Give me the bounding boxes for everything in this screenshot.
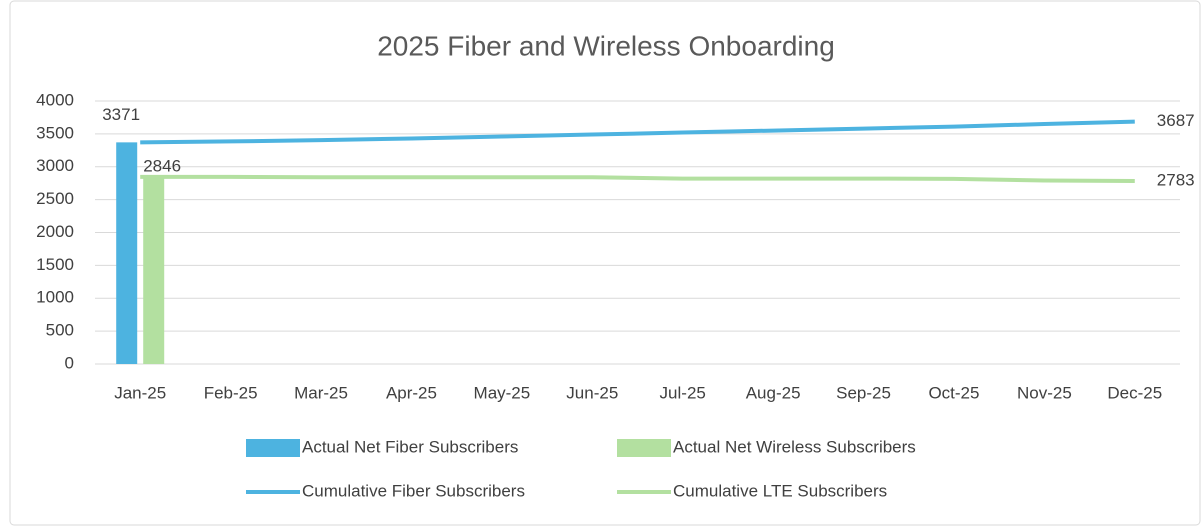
x-tick-label: Mar-25 — [294, 383, 348, 402]
data-label: 2846 — [143, 156, 181, 175]
legend-swatch — [246, 439, 300, 457]
legend-label: Actual Net Fiber Subscribers — [302, 437, 518, 456]
x-tick-label: Oct-25 — [928, 383, 979, 402]
legend-label: Actual Net Wireless Subscribers — [673, 437, 916, 456]
y-tick-label: 3000 — [36, 156, 74, 175]
data-label: 3371 — [102, 105, 140, 124]
x-tick-label: Aug-25 — [746, 383, 801, 402]
y-tick-label: 4000 — [36, 90, 74, 109]
line — [140, 174, 1135, 184]
legend-label: Cumulative Fiber Subscribers — [302, 481, 525, 500]
x-tick-label: Jul-25 — [660, 383, 706, 402]
x-tick-label: Jan-25 — [114, 383, 166, 402]
x-tick-label: Nov-25 — [1017, 383, 1072, 402]
line — [140, 119, 1135, 145]
legend-swatch — [617, 439, 671, 457]
y-tick-label: 3500 — [36, 123, 74, 142]
y-tick-label: 1000 — [36, 288, 74, 307]
bar — [143, 176, 165, 364]
x-tick-label: May-25 — [474, 383, 531, 402]
data-label: 3687 — [1157, 111, 1195, 130]
x-tick-label: Sep-25 — [836, 383, 891, 402]
bar — [116, 142, 138, 364]
x-tick-label: Feb-25 — [204, 383, 258, 402]
x-tick-label: Jun-25 — [566, 383, 618, 402]
chart-title: 2025 Fiber and Wireless Onboarding — [377, 30, 835, 61]
y-tick-label: 500 — [46, 321, 74, 340]
data-label: 2783 — [1157, 171, 1195, 190]
legend-label: Cumulative LTE Subscribers — [673, 481, 887, 500]
y-tick-label: 2000 — [36, 222, 74, 241]
x-tick-label: Dec-25 — [1107, 383, 1162, 402]
x-tick-label: Apr-25 — [386, 383, 437, 402]
y-tick-label: 2500 — [36, 189, 74, 208]
chart-border — [9, 0, 1201, 526]
y-tick-label: 1500 — [36, 255, 74, 274]
y-tick-label: 0 — [65, 353, 74, 372]
